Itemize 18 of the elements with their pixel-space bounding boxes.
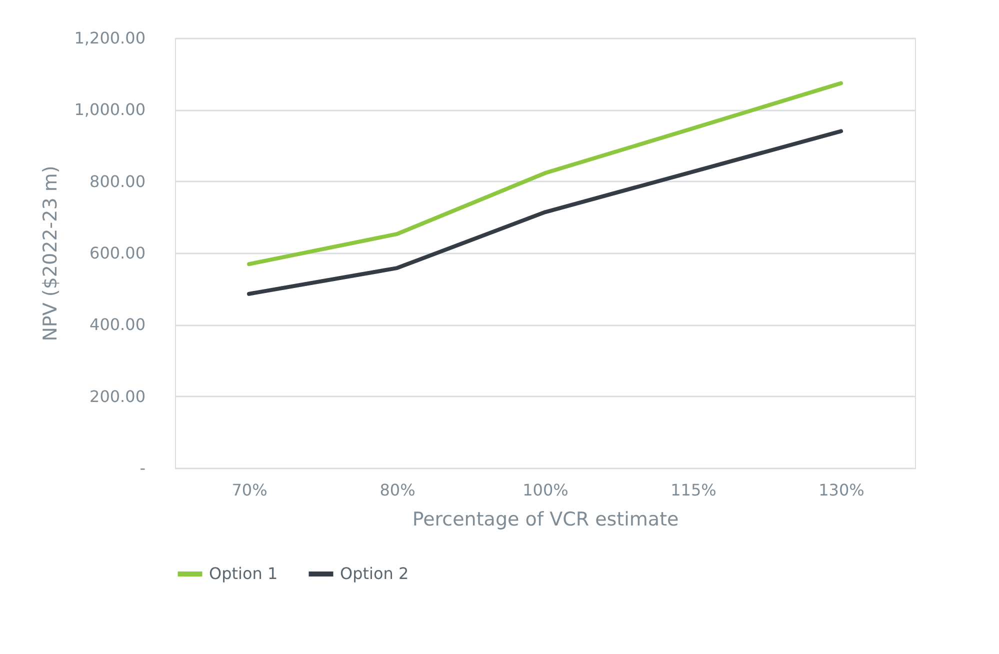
- x-tick-label: 80%: [380, 480, 416, 500]
- y-axis-title: NPV ($2022-23 m): [39, 166, 62, 342]
- y-tick-label: 200.00: [90, 386, 146, 406]
- x-tick-label: 100%: [522, 480, 568, 500]
- y-tick-label: 1,000.00: [74, 100, 146, 120]
- x-tick-label: 130%: [818, 480, 864, 500]
- x-tick-label: 70%: [232, 480, 268, 500]
- y-tick-label: 600.00: [90, 244, 146, 262]
- line-series: [247, 129, 843, 296]
- y-tick-label: 1,200.00: [74, 28, 146, 48]
- x-tick-label: 115%: [670, 480, 716, 500]
- y-tick-label: 800.00: [90, 172, 146, 191]
- legend-label: Option 2: [340, 564, 409, 583]
- legend-label: Option 1: [209, 564, 278, 583]
- x-axis-title: Percentage of VCR estimate: [412, 508, 679, 530]
- y-tick-label: 400.00: [90, 315, 146, 334]
- y-tick-label: -: [140, 458, 146, 478]
- line-series: [247, 81, 843, 266]
